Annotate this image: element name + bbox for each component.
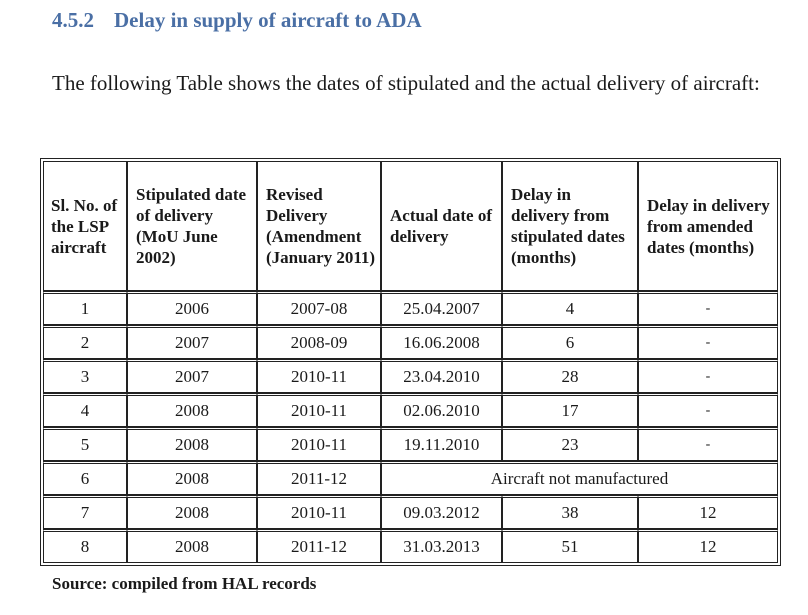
section-heading: 4.5.2 Delay in supply of aircraft to ADA xyxy=(52,8,422,33)
cell-delay-stipulated: 23 xyxy=(502,427,638,461)
cell-sl-no: 6 xyxy=(43,461,127,495)
source-note: Source: compiled from HAL records xyxy=(52,574,317,593)
delivery-table: Sl. No. of the LSP aircraft Stipulated d… xyxy=(43,161,778,563)
cell-sl-no: 3 xyxy=(43,359,127,393)
cell-delay-amended: - xyxy=(638,359,778,393)
header-sl-no: Sl. No. of the LSP aircraft xyxy=(43,161,127,291)
cell-sl-no: 4 xyxy=(43,393,127,427)
intro-paragraph: The following Table shows the dates of s… xyxy=(52,71,760,95)
cell-revised-delivery: 2011-12 xyxy=(257,461,381,495)
cell-actual-date: 31.03.2013 xyxy=(381,529,502,563)
cell-stipulated-date: 2007 xyxy=(127,325,257,359)
header-revised-delivery: Revised Delivery (Amendment (January 201… xyxy=(257,161,381,291)
table-row: 1 2006 2007-08 25.04.2007 4- xyxy=(43,291,778,325)
cell-actual-date: 23.04.2010 xyxy=(381,359,502,393)
cell-actual-date: 25.04.2007 xyxy=(381,291,502,325)
cell-revised-delivery: 2010-11 xyxy=(257,393,381,427)
cell-delay-amended: 12 xyxy=(638,495,778,529)
cell-stipulated-date: 2008 xyxy=(127,427,257,461)
table-row: 7 2008 2010-11 09.03.2012 38 12 xyxy=(43,495,778,529)
cell-delay-amended: - xyxy=(638,393,778,427)
cell-revised-delivery: 2010-11 xyxy=(257,359,381,393)
cell-delay-amended: 12 xyxy=(638,529,778,563)
cell-revised-delivery: 2008-09 xyxy=(257,325,381,359)
cell-delay-amended: - xyxy=(638,427,778,461)
section-title: Delay in supply of aircraft to ADA xyxy=(114,8,422,32)
cell-sl-no: 7 xyxy=(43,495,127,529)
cell-sl-no: 8 xyxy=(43,529,127,563)
table-row: 3 2007 2010-11 23.04.2010 28- xyxy=(43,359,778,393)
cell-delay-stipulated: 4 xyxy=(502,291,638,325)
cell-delay-stipulated: 17 xyxy=(502,393,638,427)
cell-revised-delivery: 2010-11 xyxy=(257,427,381,461)
cell-stipulated-date: 2008 xyxy=(127,461,257,495)
table-row: 8 2008 2011-12 31.03.2013 51 12 xyxy=(43,529,778,563)
cell-revised-delivery: 2007-08 xyxy=(257,291,381,325)
header-actual-date: Actual date of delivery xyxy=(381,161,502,291)
table-row: 4 2008 2010-11 02.06.2010 17- xyxy=(43,393,778,427)
cell-actual-date: 02.06.2010 xyxy=(381,393,502,427)
cell-sl-no: 1 xyxy=(43,291,127,325)
cell-stipulated-date: 2007 xyxy=(127,359,257,393)
cell-delay-stipulated: 6 xyxy=(502,325,638,359)
cell-stipulated-date: 2006 xyxy=(127,291,257,325)
cell-actual-date: 09.03.2012 xyxy=(381,495,502,529)
header-stipulated-date: Stipulated date of delivery (MoU June 20… xyxy=(127,161,257,291)
cell-revised-delivery: 2010-11 xyxy=(257,495,381,529)
cell-actual-date: 16.06.2008 xyxy=(381,325,502,359)
cell-revised-delivery: 2011-12 xyxy=(257,529,381,563)
header-delay-amended: Delay in delivery from amended dates (mo… xyxy=(638,161,778,291)
table-row: 6 2008 2011-12 Aircraft not manufactured xyxy=(43,461,778,495)
table-header-row: Sl. No. of the LSP aircraft Stipulated d… xyxy=(43,161,778,291)
table-row: 2 2007 2008-09 16.06.2008 6- xyxy=(43,325,778,359)
cell-stipulated-date: 2008 xyxy=(127,393,257,427)
cell-actual-date: 19.11.2010 xyxy=(381,427,502,461)
section-number: 4.5.2 xyxy=(52,8,94,32)
cell-sl-no: 5 xyxy=(43,427,127,461)
cell-delay-stipulated: 38 xyxy=(502,495,638,529)
table-row: 5 2008 2010-11 19.11.2010 23- xyxy=(43,427,778,461)
cell-delay-amended: - xyxy=(638,325,778,359)
cell-stipulated-date: 2008 xyxy=(127,529,257,563)
cell-delay-amended: - xyxy=(638,291,778,325)
cell-stipulated-date: 2008 xyxy=(127,495,257,529)
delivery-table-frame: Sl. No. of the LSP aircraft Stipulated d… xyxy=(40,158,781,566)
cell-sl-no: 2 xyxy=(43,325,127,359)
cell-delay-stipulated: 28 xyxy=(502,359,638,393)
cell-delay-stipulated: 51 xyxy=(502,529,638,563)
cell-merged-note: Aircraft not manufactured xyxy=(381,461,778,495)
header-delay-stipulated: Delay in delivery from stipulated dates … xyxy=(502,161,638,291)
